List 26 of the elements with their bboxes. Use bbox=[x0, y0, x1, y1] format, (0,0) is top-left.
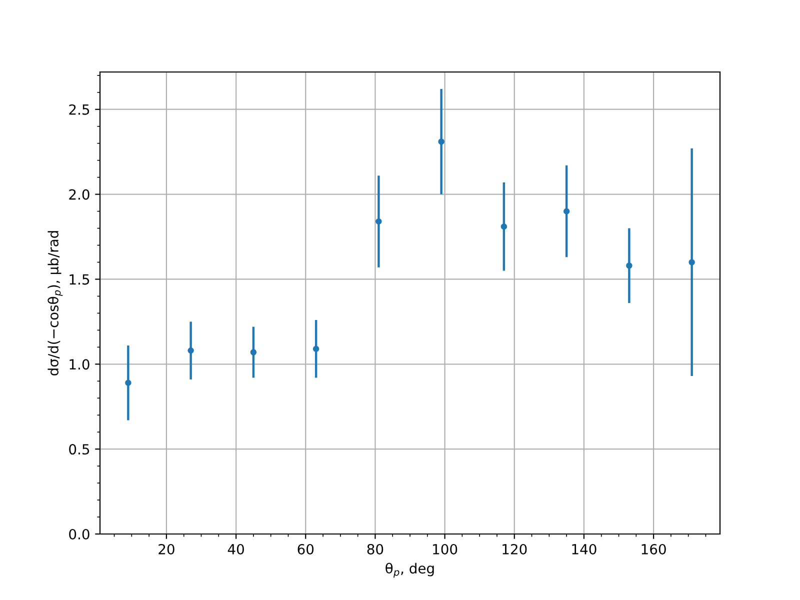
point bbox=[376, 218, 382, 225]
x-tick-label: 60 bbox=[298, 544, 314, 554]
x-tick-label: 140 bbox=[572, 544, 596, 554]
point bbox=[688, 259, 695, 266]
point bbox=[563, 208, 570, 214]
x-tick-label: 80 bbox=[367, 544, 384, 554]
y-tick-label: 2.5 bbox=[69, 104, 90, 115]
y-tick-label: 2.0 bbox=[69, 189, 90, 200]
x-axis-title: θ$_{p}$, deg bbox=[386, 562, 434, 578]
point bbox=[500, 223, 508, 230]
point bbox=[188, 347, 194, 354]
point bbox=[438, 138, 444, 145]
y-tick-label: 0.0 bbox=[69, 528, 90, 540]
x-tick-label: 160 bbox=[642, 544, 666, 554]
y-tick-label: 1.5 bbox=[70, 274, 90, 285]
x-tick-label: 20 bbox=[158, 544, 174, 554]
x-tick-label: 120 bbox=[502, 544, 527, 554]
y-tick-label: 1.0 bbox=[70, 359, 90, 370]
y-tick-label: 0.5 bbox=[69, 444, 90, 455]
y-axis-title: dσ/d(−cosθ$_{p}$), μb/rad bbox=[48, 231, 63, 376]
point bbox=[250, 349, 257, 356]
point bbox=[125, 380, 132, 386]
point bbox=[312, 346, 320, 352]
x-tick-label: 100 bbox=[433, 544, 458, 554]
point bbox=[626, 262, 632, 269]
x-tick-label: 40 bbox=[228, 544, 244, 554]
